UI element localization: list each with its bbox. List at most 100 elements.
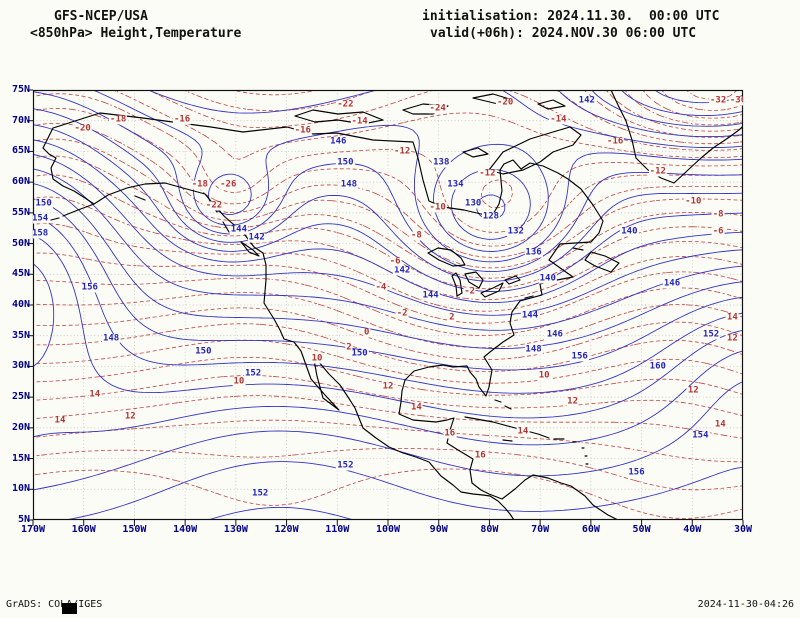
lat-tick-label: 75N <box>11 84 30 95</box>
temp-contour-label: -2 <box>395 308 409 319</box>
temp-contour-line <box>33 395 743 439</box>
temp-contour-label: -16 <box>293 125 312 136</box>
height-contour-label: 142 <box>393 265 412 276</box>
temp-contour-label: -32 <box>709 95 728 106</box>
temp-contour-label: -18 <box>190 179 209 190</box>
lat-tick-label: 5N <box>17 514 30 525</box>
lon-tick-label: 140W <box>173 524 198 535</box>
temp-contour-line <box>33 123 743 258</box>
lon-tick-label: 70W <box>531 524 550 535</box>
field-title: <850hPa> Height,Temperature <box>30 26 242 41</box>
height-contour-label: 152 <box>251 488 270 499</box>
lat-tick-label: 25N <box>11 391 30 403</box>
height-contour-line <box>33 153 743 316</box>
coastline-path <box>42 147 515 520</box>
lat-tick-label: 55N <box>11 206 30 218</box>
temp-contour-label: -16 <box>172 114 192 125</box>
height-contour-line <box>33 381 743 491</box>
map-plot-area: 142 146 150 148 138 134 130 128 132 136 140 144 146 1… <box>27 89 744 526</box>
map-frame <box>32 89 744 521</box>
temp-contour-label: 14 <box>725 312 739 323</box>
temp-contour-label: -20 <box>496 97 515 108</box>
height-contour-label: 150 <box>34 198 53 209</box>
lon-tick-label: 90W <box>429 524 448 535</box>
height-contour-label: 140 <box>538 273 557 284</box>
temp-contour-label: -12 <box>393 146 412 157</box>
lon-tick-label: 100W <box>375 524 401 535</box>
temp-contour-label: 2 <box>345 342 353 353</box>
temp-contour-label: 0 <box>362 327 371 338</box>
height-contour-line <box>65 461 743 520</box>
temp-contour-label: -14 <box>350 116 369 127</box>
height-contour-label: 148 <box>101 333 121 344</box>
height-contour-label: 156 <box>570 351 589 362</box>
height-contour-line <box>33 183 743 349</box>
temp-contour-label: 14 <box>88 389 102 400</box>
lon-tick-label: 30W <box>733 524 753 535</box>
temp-contour-label: 10 <box>310 353 324 364</box>
temp-contour-line <box>33 196 743 301</box>
temp-contour-label: 14 <box>713 419 727 430</box>
height-contour-label: 144 <box>229 224 249 235</box>
height-contour-label: 142 <box>577 95 596 106</box>
height-contour-label: 152 <box>243 368 263 379</box>
lon-tick-label: 160W <box>71 524 96 535</box>
height-contour-label: 138 <box>432 157 451 168</box>
grads-credit: GrADS: COLA/IGES <box>6 599 103 610</box>
temp-contour-label: 16 <box>443 428 457 439</box>
height-contour-label: 130 <box>464 198 483 209</box>
temp-contour-label: 10 <box>232 376 246 387</box>
temp-contour-line <box>33 448 743 491</box>
lat-tick-label: 15N <box>11 452 30 464</box>
temp-contour-label: -36 <box>728 96 743 106</box>
greenland-coast <box>610 90 743 184</box>
temp-contour-label: -4 <box>374 282 388 293</box>
lat-tick-label: 30N <box>11 360 30 372</box>
temp-contour-label: -24 <box>428 103 447 114</box>
temp-contour-label: -10 <box>428 202 447 213</box>
lon-tick-label: 40W <box>683 524 702 535</box>
temp-contour-label: -2 <box>463 286 477 297</box>
temp-contour-line <box>624 90 743 126</box>
lon-tick-label: 120W <box>274 524 299 535</box>
temp-contour-label: 12 <box>566 396 580 407</box>
temp-contour-label: 14 <box>516 426 530 437</box>
lat-tick-label: 50N <box>11 237 30 249</box>
temp-contour-label: 14 <box>53 415 67 426</box>
temp-contour-line <box>661 90 743 111</box>
temp-contour-line <box>33 307 743 360</box>
temp-contour-line <box>33 339 743 384</box>
height-contour-label: 146 <box>545 329 564 340</box>
lon-tick-label: 60W <box>581 524 600 535</box>
lon-tick-label: 50W <box>632 524 651 535</box>
temp-contour-label: 12 <box>725 333 739 344</box>
height-contour-label: 158 <box>33 229 50 239</box>
height-contour-label: 144 <box>520 310 540 321</box>
lon-tick-label: 110W <box>325 524 350 535</box>
header-right: initialisation: 2024.11.30. 00:00 UTC va… <box>422 8 719 42</box>
temp-contour-label: -22 <box>336 99 355 110</box>
height-contour-label: 136 <box>524 247 543 258</box>
height-contour-label: 154 <box>33 214 50 224</box>
temp-contour-label: -6 <box>711 226 725 237</box>
temp-contour-label: -8 <box>711 209 725 220</box>
model-title: GFS-NCEP/USA <box>54 9 148 24</box>
temp-contour-line <box>33 174 743 290</box>
lat-tick-label: 35N <box>11 329 30 341</box>
temp-contour-label: -8 <box>409 230 423 241</box>
temp-contour-label: -16 <box>606 136 625 147</box>
valid-time: valid(+06h): 2024.NOV.30 06:00 UTC <box>430 26 697 41</box>
temp-contour-label: -6 <box>388 256 402 267</box>
temp-contour-label: -18 <box>109 114 128 125</box>
height-contour-label: 156 <box>627 467 646 478</box>
temp-contour-label: -26 <box>219 179 238 190</box>
coastline-path <box>42 112 619 520</box>
great-lakes <box>427 247 521 298</box>
lat-tick-label: 45N <box>11 268 30 280</box>
temp-contour-label: 2 <box>448 312 456 323</box>
height-contour-label: 150 <box>336 157 355 168</box>
temp-contour-line <box>33 468 743 519</box>
temp-contour-label: 12 <box>123 411 137 422</box>
lat-tick-label: 70N <box>11 114 30 126</box>
temp-contour-label: 12 <box>381 381 395 392</box>
